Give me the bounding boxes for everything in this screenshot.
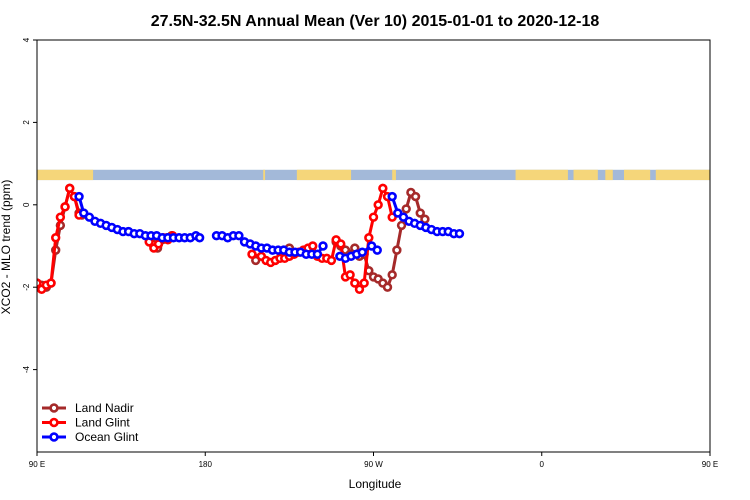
land-segment (515, 169, 568, 181)
data-point (350, 278, 360, 288)
data-point (392, 245, 402, 255)
x-tick-label: 0 (540, 460, 545, 469)
data-point (382, 282, 393, 292)
data-point (46, 278, 56, 288)
legend-swatch-marker (49, 432, 59, 442)
data-point (37, 278, 42, 288)
legend-label: Land Glint (75, 416, 130, 430)
x-tick-label: 90 E (702, 460, 718, 469)
legend-label: Land Nadir (75, 401, 134, 415)
legend-swatch-marker (49, 403, 59, 413)
data-point (345, 270, 355, 280)
data-point (364, 233, 374, 243)
data-point (74, 191, 84, 202)
y-tick-label: -2 (22, 283, 31, 291)
land-segment (263, 169, 266, 181)
land-ocean-strip (37, 169, 710, 181)
land-segment (655, 169, 710, 181)
data-point (336, 239, 346, 249)
data-point (357, 247, 367, 257)
data-point (50, 233, 61, 243)
data-point (387, 270, 397, 280)
data-point (396, 220, 407, 231)
x-axis-title: Longitude (349, 477, 402, 491)
legend-swatch-marker (49, 417, 59, 428)
data-point (55, 212, 66, 222)
data-point (312, 249, 323, 259)
data-point (234, 231, 244, 241)
x-axis: 90 E 180 90 W 0 90 E (29, 452, 718, 469)
data-point (373, 200, 383, 210)
data-point (401, 204, 411, 214)
data-point (359, 278, 369, 288)
data-point (420, 214, 430, 224)
data-point (410, 191, 421, 202)
y-tick-label: 2 (22, 120, 31, 125)
land-segment (624, 169, 651, 181)
data-point (60, 202, 70, 212)
y-axis: -4 -2 0 2 4 (22, 37, 37, 373)
land-segment (605, 169, 613, 181)
chart-title: 27.5N-32.5N Annual Mean (Ver 10) 2015-01… (151, 13, 600, 30)
y-axis-title: XCO2 - MLO trend (ppm) (0, 180, 13, 315)
y-tick-label: -4 (22, 365, 31, 373)
data-point (378, 183, 388, 194)
data-point (326, 255, 337, 266)
data-point (372, 245, 382, 255)
data-point (387, 191, 397, 202)
x-tick-label: 180 (199, 460, 213, 469)
data-point (247, 249, 257, 259)
data-point (354, 284, 365, 294)
data-point (368, 212, 379, 222)
data-point (308, 241, 318, 251)
land-segment (392, 169, 396, 181)
y-tick-label: 4 (22, 37, 31, 42)
x-tick-label: 90 E (29, 460, 45, 469)
data-point (415, 208, 425, 218)
data-point (65, 183, 75, 194)
data-point (318, 241, 328, 251)
data-point (454, 228, 465, 239)
series-layer (37, 183, 465, 294)
land-segment (573, 169, 598, 181)
y-tick-label: 0 (22, 202, 31, 207)
x-tick-label: 90 W (364, 460, 383, 469)
series-ocean-glint (74, 191, 465, 264)
land-segment (296, 169, 352, 181)
legend-label: Ocean Glint (75, 430, 139, 444)
data-point (194, 233, 205, 243)
land-segment (37, 169, 94, 181)
ocean-band (37, 169, 710, 181)
